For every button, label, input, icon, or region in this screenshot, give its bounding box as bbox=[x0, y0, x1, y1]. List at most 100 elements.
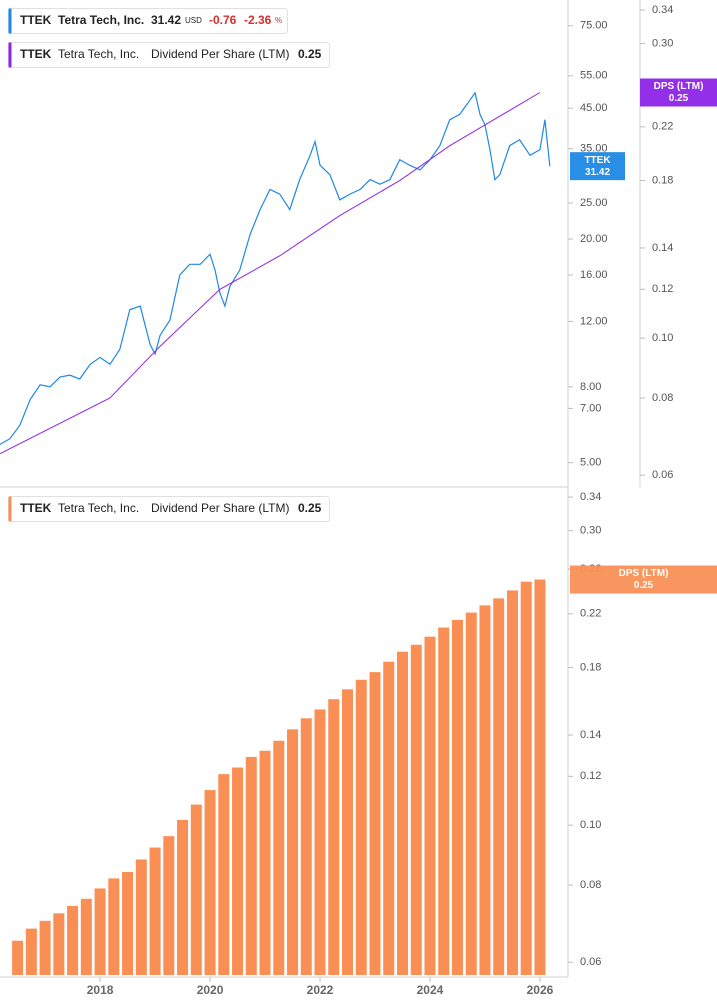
y-tick-label: 16.00 bbox=[580, 269, 608, 281]
y-tick-label: 0.08 bbox=[652, 392, 673, 404]
legend-name: Tetra Tech, Inc. bbox=[58, 47, 139, 61]
bar bbox=[520, 581, 532, 975]
bar bbox=[122, 871, 134, 975]
y-tick-label: 0.30 bbox=[580, 525, 601, 537]
bar bbox=[342, 689, 354, 975]
x-tick-label: 2024 bbox=[417, 983, 444, 997]
y-tick-label: 55.00 bbox=[580, 70, 608, 82]
bar bbox=[493, 598, 505, 975]
price-tag-value: 31.42 bbox=[585, 167, 610, 178]
bar bbox=[108, 878, 120, 975]
bar bbox=[396, 651, 408, 975]
bar bbox=[300, 718, 312, 975]
price-tag-value: 0.25 bbox=[669, 93, 689, 104]
bar bbox=[190, 804, 202, 975]
bar bbox=[273, 740, 285, 975]
bar bbox=[383, 661, 395, 975]
legend-name: Tetra Tech, Inc. bbox=[58, 13, 144, 27]
y-tick-label: 0.06 bbox=[652, 469, 673, 481]
bar bbox=[218, 774, 230, 975]
bar bbox=[53, 913, 65, 975]
bar bbox=[232, 767, 244, 975]
series-line bbox=[0, 91, 551, 445]
legend-change: -0.76 bbox=[209, 13, 237, 27]
y-tick-label: 0.18 bbox=[580, 662, 601, 674]
bar bbox=[479, 605, 491, 975]
legend-ticker: TTEK bbox=[20, 47, 52, 61]
y-tick-label: 0.22 bbox=[580, 608, 601, 620]
bar bbox=[259, 750, 271, 975]
x-tick-label: 2018 bbox=[87, 983, 114, 997]
y-tick-label: 0.06 bbox=[580, 956, 601, 968]
bar bbox=[410, 644, 422, 975]
price-tag bbox=[570, 565, 717, 594]
bar bbox=[287, 729, 299, 975]
y-tick-label: 0.14 bbox=[652, 242, 673, 254]
y-tick-label: 0.08 bbox=[580, 879, 601, 891]
y-tick-label: 0.10 bbox=[652, 332, 673, 344]
legend-swatch bbox=[8, 496, 12, 522]
bar bbox=[245, 756, 257, 975]
series-line bbox=[0, 92, 541, 455]
x-tick-label: 2026 bbox=[527, 983, 554, 997]
y-tick-label: 0.34 bbox=[652, 4, 673, 16]
legend-ticker: TTEK bbox=[20, 13, 52, 27]
price-tag-label: TTEK bbox=[584, 155, 611, 166]
x-tick-label: 2020 bbox=[197, 983, 224, 997]
bar bbox=[163, 836, 175, 975]
legend-pct-unit: % bbox=[275, 16, 282, 25]
bar bbox=[369, 672, 381, 975]
legend-metric: Dividend Per Share (LTM) bbox=[151, 501, 290, 515]
y-tick-label: 0.14 bbox=[580, 729, 601, 741]
y-tick-label: 5.00 bbox=[580, 457, 601, 469]
legend-swatch bbox=[8, 42, 12, 68]
price-tag bbox=[640, 78, 717, 107]
y-tick-label: 35.00 bbox=[580, 143, 608, 155]
bar bbox=[204, 790, 216, 975]
bar bbox=[534, 579, 546, 975]
y-tick-label: 8.00 bbox=[580, 381, 601, 393]
price-tag bbox=[570, 152, 625, 181]
y-tick-label: 25.00 bbox=[580, 197, 608, 209]
y-tick-label: 45.00 bbox=[580, 102, 608, 114]
y-tick-label: 0.12 bbox=[652, 283, 673, 295]
bar bbox=[80, 898, 92, 975]
bar bbox=[451, 619, 463, 975]
y-tick-label: 75.00 bbox=[580, 20, 608, 32]
bar bbox=[506, 590, 518, 975]
legend-swatch bbox=[8, 8, 12, 34]
legend-metric: Dividend Per Share (LTM) bbox=[151, 47, 290, 61]
legend-ticker: TTEK bbox=[20, 501, 52, 515]
bar bbox=[94, 888, 106, 975]
x-tick-label: 2022 bbox=[307, 983, 334, 997]
bar bbox=[39, 920, 51, 975]
y-tick-label: 0.18 bbox=[652, 174, 673, 186]
bar bbox=[355, 679, 367, 975]
legend-name: Tetra Tech, Inc. bbox=[58, 501, 139, 515]
bar bbox=[438, 627, 450, 975]
legend-value: 0.25 bbox=[298, 47, 322, 61]
y-tick-label: 20.00 bbox=[580, 233, 608, 245]
y-tick-label: 0.10 bbox=[580, 819, 601, 831]
bar bbox=[12, 940, 24, 975]
bar bbox=[67, 905, 79, 975]
price-tag-value: 0.25 bbox=[634, 580, 654, 591]
bar bbox=[314, 709, 326, 975]
bar bbox=[177, 819, 189, 975]
legend-change-pct: -2.36 bbox=[244, 13, 272, 27]
y-tick-label: 0.22 bbox=[652, 121, 673, 133]
price-tag-label: DPS (LTM) bbox=[654, 81, 704, 92]
bar bbox=[424, 636, 436, 975]
bar bbox=[465, 612, 477, 975]
y-tick-label: 0.12 bbox=[580, 770, 601, 782]
y-tick-label: 0.30 bbox=[652, 38, 673, 50]
y-tick-label: 12.00 bbox=[580, 315, 608, 327]
price-tag-label: DPS (LTM) bbox=[619, 568, 669, 579]
legend-value: 31.42 bbox=[151, 13, 181, 27]
y-tick-label: 7.00 bbox=[580, 402, 601, 414]
legend-currency: USD bbox=[185, 16, 202, 25]
legend-value: 0.25 bbox=[298, 501, 322, 515]
bar bbox=[149, 847, 161, 975]
